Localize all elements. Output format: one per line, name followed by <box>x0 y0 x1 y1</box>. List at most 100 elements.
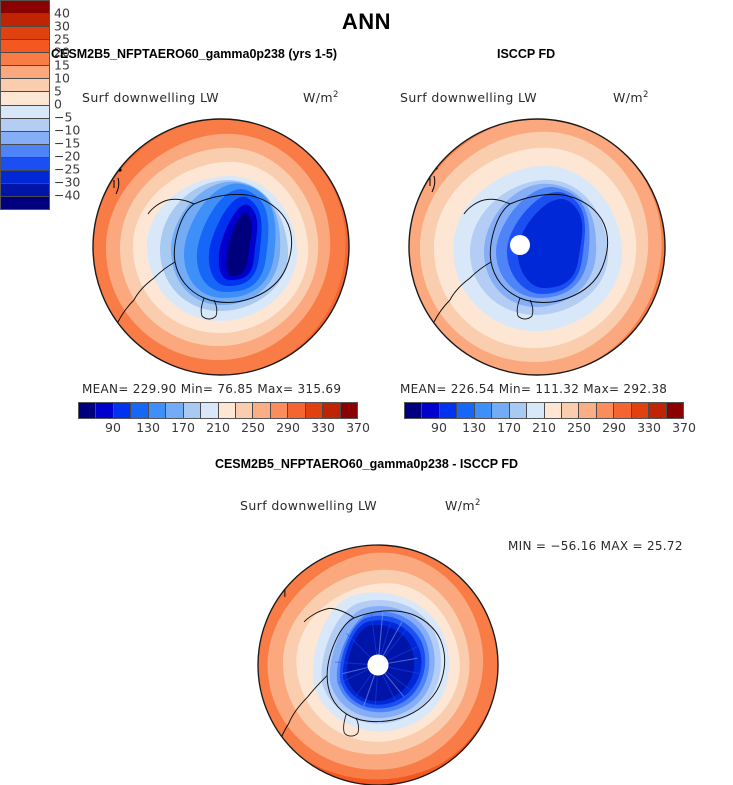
colorbar-tick-label: 90 <box>431 420 447 435</box>
diff-colorbar-band-6 <box>1 79 49 93</box>
colorbar-band-3 <box>131 403 149 418</box>
diff-panel-title: CESM2B5_NFPTAERO60_gamma0p238 - ISCCP FD <box>214 457 519 471</box>
diff-colorbar-band-2 <box>1 27 49 41</box>
left-polar-map <box>76 118 366 386</box>
colorbar-band-5 <box>492 403 510 418</box>
diff-pole-data-gap <box>367 654 389 676</box>
diff-colorbar-tick-label: −40 <box>54 187 81 203</box>
right-colorbar-bands <box>404 402 684 419</box>
diff-units-label: W/m2 <box>445 498 481 514</box>
right-polar-map <box>392 118 682 386</box>
diff-variable-label: Surf downwelling LW <box>240 498 378 513</box>
colorbar-band-8 <box>544 403 562 418</box>
diff-colorbar-tick-label: 0 <box>54 96 62 112</box>
diff-colorbar-band-11 <box>1 144 49 158</box>
colorbar-tick-label: 130 <box>136 420 160 435</box>
colorbar-band-1 <box>96 403 114 418</box>
left-variable-label: Surf downwelling LW <box>82 90 220 105</box>
colorbar-tick-label: 290 <box>602 420 626 435</box>
diff-colorbar-tick-label: 30 <box>54 18 70 34</box>
colorbar-band-13 <box>631 403 650 418</box>
diff-colorbar-tick-label: 40 <box>54 5 70 21</box>
colorbar-band-15 <box>666 403 683 418</box>
colorbar-band-3 <box>457 403 475 418</box>
colorbar-band-14 <box>649 403 667 418</box>
left-colorbar-bands <box>78 402 358 419</box>
left-panel-title: CESM2B5_NFPTAERO60_gamma0p238 (yrs 1-5) <box>51 47 337 61</box>
colorbar-band-4 <box>148 403 167 418</box>
diff-colorbar-band-12 <box>1 157 49 171</box>
right-variable-label: Surf downwelling LW <box>400 90 538 105</box>
colorbar-band-12 <box>614 403 632 418</box>
left-colorbar-ticks: 90 130 170 210 250 290 330 370 <box>78 419 370 436</box>
colorbar-band-7 <box>527 403 545 418</box>
left-colorbar: 90 130 170 210 250 290 330 370 <box>78 402 370 436</box>
colorbar-tick-label: 170 <box>171 420 195 435</box>
right-colorbar: 90 130 170 210 250 290 330 370 <box>404 402 696 436</box>
colorbar-band-6 <box>509 403 528 418</box>
diff-colorbar-band-8 <box>1 105 49 119</box>
diff-colorbar-tick-label: 5 <box>54 83 62 99</box>
diff-colorbar-band-14 <box>1 183 49 197</box>
right-units-label: W/m2 <box>613 90 649 106</box>
diff-colorbar-tick-label: 25 <box>54 31 70 47</box>
diff-minmax: MIN = −56.16 MAX = 25.72 <box>508 539 683 553</box>
diff-colorbar-band-5 <box>1 66 49 80</box>
diff-colorbar-tick-label: −30 <box>54 174 81 190</box>
right-pole-data-gap <box>510 235 530 255</box>
colorbar-tick-label: 210 <box>206 420 230 435</box>
colorbar-tick-label: 170 <box>497 420 521 435</box>
main-title: ANN <box>341 9 392 34</box>
colorbar-tick-label: 250 <box>241 420 265 435</box>
colorbar-band-6 <box>183 403 202 418</box>
diff-colorbar-tick-label: −25 <box>54 161 81 177</box>
diff-colorbar-tick-label: −20 <box>54 148 81 164</box>
colorbar-band-11 <box>596 403 615 418</box>
diff-polar-map <box>233 544 523 785</box>
right-panel-title: ISCCP FD <box>497 47 556 61</box>
colorbar-band-14 <box>323 403 341 418</box>
colorbar-band-10 <box>579 403 597 418</box>
diff-colorbar-band-7 <box>1 92 49 106</box>
diff-colorbar: 40 30 25 20 15 10 5 0 −5 −10 −15 −20 −25 −30 −40 <box>0 0 733 210</box>
diff-colorbar-tick-label: −15 <box>54 135 81 151</box>
left-units-label: W/m2 <box>303 90 339 106</box>
colorbar-tick-label: 130 <box>462 420 486 435</box>
diff-colorbar-band-10 <box>1 131 49 145</box>
colorbar-tick-label: 90 <box>105 420 121 435</box>
colorbar-tick-label: 290 <box>276 420 300 435</box>
right-colorbar-ticks: 90 130 170 210 250 290 330 370 <box>404 419 696 436</box>
diff-colorbar-band-4 <box>1 53 49 67</box>
colorbar-band-11 <box>270 403 289 418</box>
diff-colorbar-tick-label: −10 <box>54 122 81 138</box>
diff-colorbar-band-3 <box>1 40 49 54</box>
colorbar-tick-label: 330 <box>637 420 661 435</box>
diff-colorbar-band-9 <box>1 118 49 132</box>
diff-colorbar-tick-label: 10 <box>54 70 70 86</box>
colorbar-tick-label: 210 <box>532 420 556 435</box>
colorbar-band-5 <box>166 403 184 418</box>
colorbar-tick-label: 370 <box>672 420 696 435</box>
left-stats: MEAN= 229.90 Min= 76.85 Max= 315.69 <box>82 382 342 396</box>
colorbar-band-2 <box>113 403 132 418</box>
colorbar-band-0 <box>405 403 423 418</box>
diff-colorbar-band-1 <box>1 14 49 28</box>
colorbar-tick-label: 370 <box>346 420 370 435</box>
colorbar-band-1 <box>422 403 440 418</box>
diff-colorbar-bands <box>0 0 50 210</box>
colorbar-band-15 <box>340 403 357 418</box>
diff-colorbar-ticks: 40 30 25 20 15 10 5 0 −5 −10 −15 −20 −25 −30 −40 <box>54 0 114 783</box>
colorbar-band-7 <box>201 403 219 418</box>
diff-colorbar-band-0 <box>1 1 49 15</box>
diff-colorbar-tick-label: −5 <box>54 109 73 125</box>
diff-colorbar-band-13 <box>1 170 49 184</box>
colorbar-tick-label: 330 <box>311 420 335 435</box>
diff-colorbar-tick-label: 15 <box>54 57 70 73</box>
colorbar-band-9 <box>235 403 254 418</box>
colorbar-band-13 <box>305 403 324 418</box>
colorbar-band-0 <box>79 403 97 418</box>
colorbar-band-9 <box>561 403 580 418</box>
colorbar-tick-label: 250 <box>567 420 591 435</box>
colorbar-band-8 <box>218 403 236 418</box>
colorbar-band-10 <box>253 403 271 418</box>
